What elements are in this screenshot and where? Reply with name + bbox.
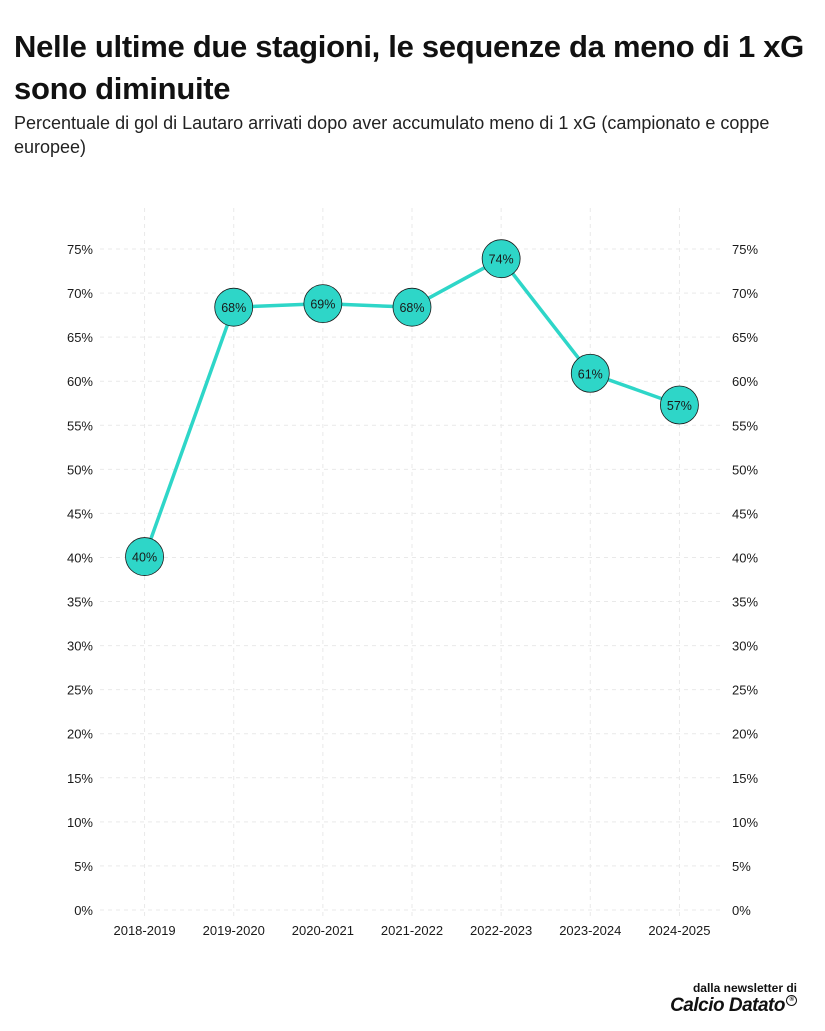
y-tick-label-left: 35%	[67, 595, 93, 610]
y-tick-label-right: 10%	[732, 815, 758, 830]
footer-credit: dalla newsletter di Calcio Datato ®	[670, 981, 797, 1017]
y-tick-label-right: 40%	[732, 550, 758, 565]
y-tick-label-right: 35%	[732, 595, 758, 610]
y-tick-label-right: 55%	[732, 418, 758, 433]
series-lautaro: 40% 68% 69% 68% 74% 61% 57%	[125, 239, 699, 576]
data-point-label: 68%	[399, 301, 424, 315]
registered-mark-icon: ®	[786, 995, 797, 1006]
y-tick-label-left: 60%	[67, 374, 93, 389]
footer-source-label: dalla newsletter di	[692, 981, 797, 995]
y-tick-label-right: 50%	[732, 462, 758, 477]
x-tick-label: 2024-2025	[648, 923, 710, 938]
x-tick-label: 2021-2022	[381, 923, 443, 938]
data-point-marker	[481, 239, 521, 279]
y-tick-label-right: 25%	[732, 683, 758, 698]
y-tick-label-right: 15%	[732, 771, 758, 786]
y-tick-label-left: 45%	[67, 506, 93, 521]
chart-title: Nelle ultime due stagioni, le sequenze d…	[14, 29, 804, 106]
y-tick-label-left: 20%	[67, 727, 93, 742]
data-point-label: 40%	[132, 551, 157, 565]
y-tick-label-right: 20%	[732, 727, 758, 742]
data-point-label: 74%	[489, 253, 514, 267]
data-point-label: 57%	[667, 399, 692, 413]
x-tick-label: 2018-2019	[113, 923, 175, 938]
y-tick-label-right: 60%	[732, 374, 758, 389]
y-tick-label-left: 65%	[67, 330, 93, 345]
data-point-label: 69%	[310, 298, 335, 312]
y-tick-label-left: 75%	[67, 242, 93, 257]
y-tick-label-left: 30%	[67, 639, 93, 654]
data-point-label: 68%	[221, 301, 246, 315]
x-axis: 2018-2019 2019-2020 2020-2021 2021-2022 2022…	[113, 923, 710, 938]
y-tick-label-left: 70%	[67, 286, 93, 301]
y-axis-left: 0% 5% 10% 15% 20% 25% 30% 35% 40% 45% 50% 55% 60% 65%…	[67, 242, 93, 918]
y-tick-label-right: 0%	[732, 903, 751, 918]
data-point-marker	[392, 287, 432, 327]
data-point-label: 61%	[578, 367, 603, 381]
x-tick-label: 2022-2023	[470, 923, 532, 938]
footer-brand-logo: Calcio Datato ®	[670, 995, 797, 1017]
y-tick-label-right: 45%	[732, 506, 758, 521]
footer-brand-text: Calcio Datato	[670, 995, 785, 1016]
y-tick-label-left: 5%	[74, 859, 93, 874]
x-tick-label: 2020-2021	[292, 923, 354, 938]
grid-lines	[100, 208, 724, 918]
y-tick-label-left: 55%	[67, 418, 93, 433]
y-tick-label-left: 50%	[67, 462, 93, 477]
data-point-marker	[660, 385, 699, 425]
data-point-marker	[125, 537, 164, 576]
y-tick-label-right: 5%	[732, 859, 751, 874]
y-tick-label-right: 70%	[732, 286, 758, 301]
data-point-marker	[570, 353, 610, 393]
y-tick-label-left: 25%	[67, 683, 93, 698]
y-tick-label-right: 65%	[732, 330, 758, 345]
x-tick-label: 2019-2020	[203, 923, 265, 938]
y-tick-label-left: 40%	[67, 550, 93, 565]
y-tick-label-left: 0%	[74, 903, 93, 918]
data-point-marker	[303, 284, 343, 324]
data-point-marker	[214, 287, 254, 327]
y-tick-label-right: 30%	[732, 639, 758, 654]
chart-subtitle: Percentuale di gol di Lautaro arrivati d…	[14, 113, 770, 157]
y-axis-right: 0% 5% 10% 15% 20% 25% 30% 35% 40% 45% 50% 55% 60% 65%…	[732, 242, 758, 918]
y-tick-label-right: 75%	[732, 242, 758, 257]
y-tick-label-left: 15%	[67, 771, 93, 786]
y-tick-label-left: 10%	[67, 815, 93, 830]
x-tick-label: 2023-2024	[559, 923, 621, 938]
